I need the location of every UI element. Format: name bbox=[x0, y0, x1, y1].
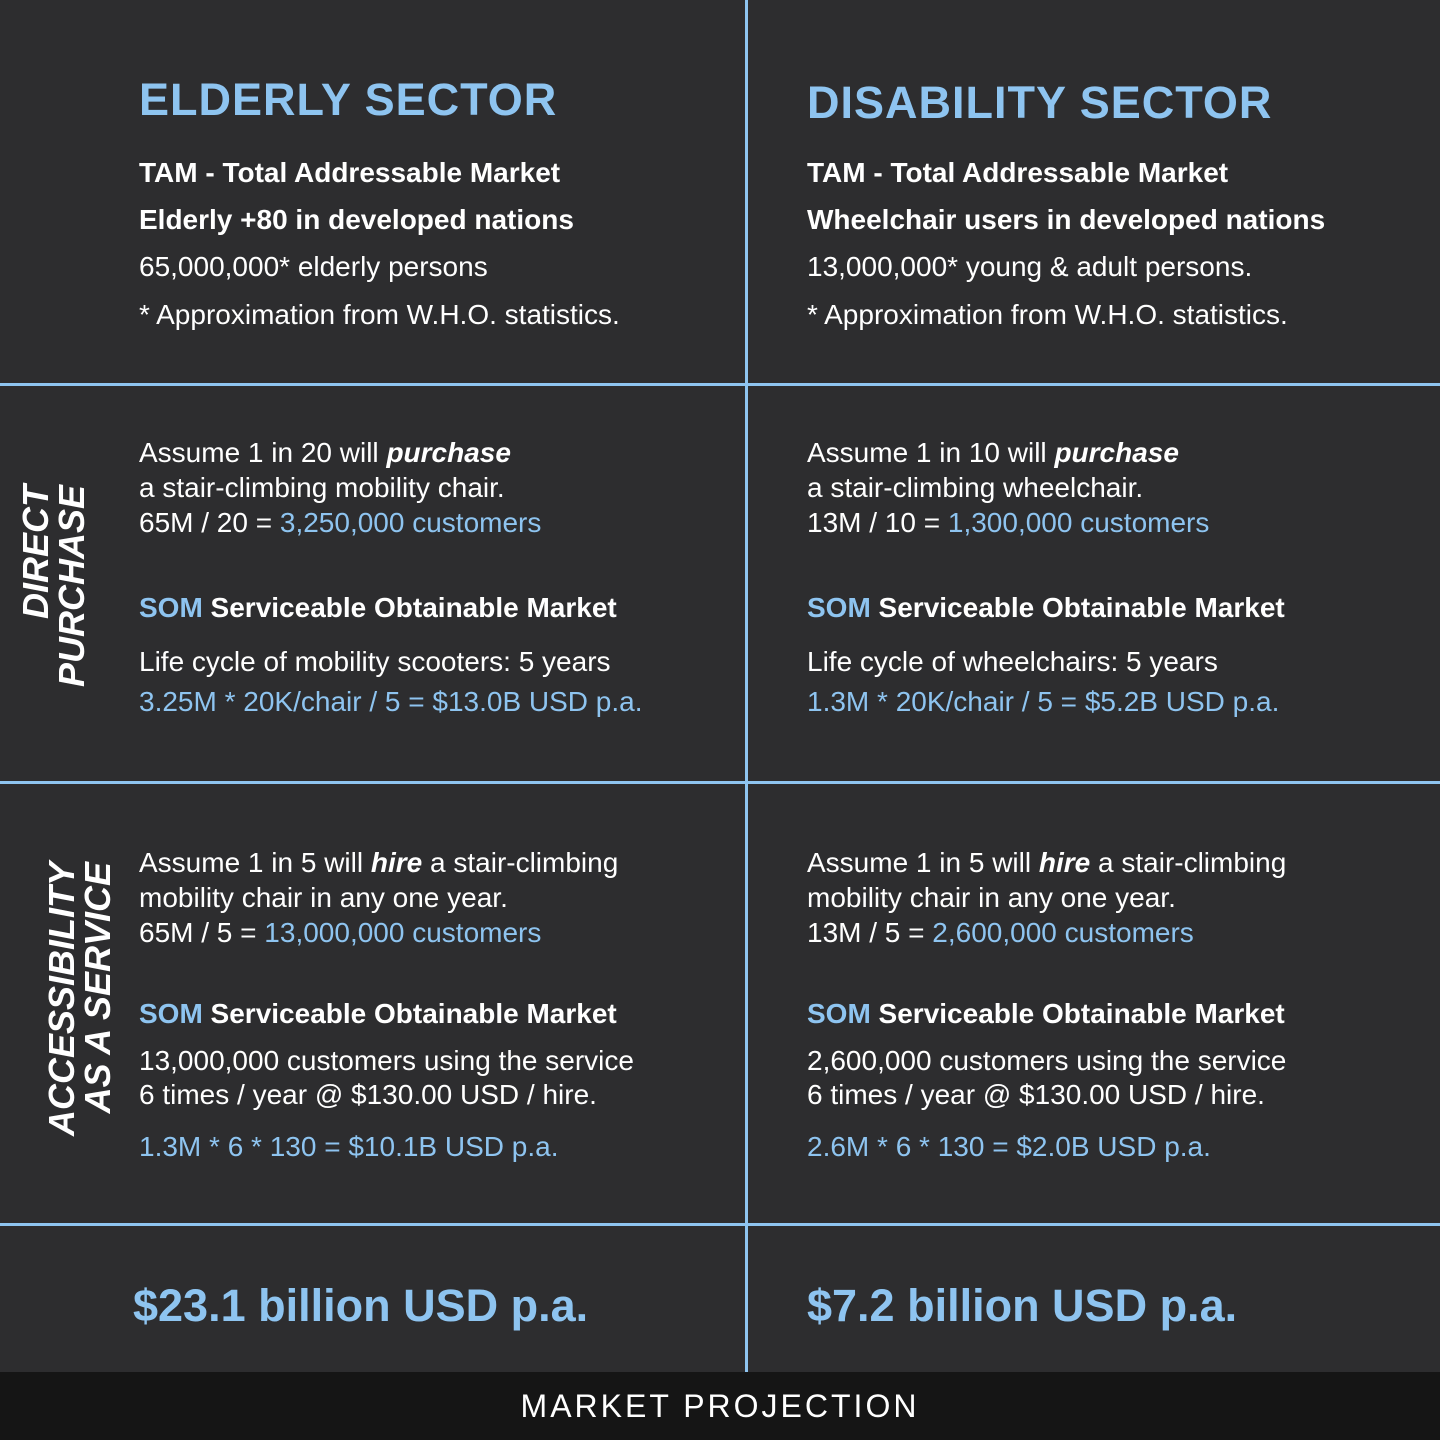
disability-purchase-som-heading: SOM Serviceable Obtainable Market bbox=[807, 594, 1285, 622]
elderly-tam-note: * Approximation from W.H.O. statistics. bbox=[139, 299, 620, 330]
disability-purchase-assumption: Assume 1 in 10 will purchase bbox=[807, 439, 1285, 467]
elderly-service-assume-text: Assume 1 in 5 will bbox=[139, 847, 371, 878]
elderly-service-customers: 13,000,000 customers bbox=[264, 917, 542, 948]
som-heading-text: Serviceable Obtainable Market bbox=[870, 592, 1285, 623]
elderly-purchase-customers: 3,250,000 customers bbox=[279, 507, 542, 538]
disability-service-calc-text: 13M / 5 = bbox=[807, 917, 933, 948]
disability-service-assumption: Assume 1 in 5 will hire a stair-climbing bbox=[807, 849, 1286, 877]
disability-purchase-formula: 1.3M * 20K/chair / 5 = $5.2B USD p.a. bbox=[807, 686, 1280, 717]
elderly-purchase-emphasis: purchase bbox=[386, 437, 511, 468]
som-label: SOM bbox=[807, 998, 871, 1029]
disability-purchase-calc-text: 13M / 10 = bbox=[807, 507, 948, 538]
row-divider-1 bbox=[0, 383, 1440, 386]
disability-tam-heading: TAM - Total Addressable Market bbox=[807, 157, 1229, 188]
elderly-purchase-calc: 65M / 20 = 3,250,000 customers bbox=[139, 509, 643, 537]
disability-service-period: mobility chair in any one year. bbox=[807, 882, 1176, 913]
elderly-purchase-formula: 3.25M * 20K/chair / 5 = $13.0B USD p.a. bbox=[139, 686, 643, 717]
elderly-total: $23.1 billion USD p.a. bbox=[133, 1280, 589, 1331]
column-divider bbox=[745, 0, 748, 1372]
disability-tam-segment: Wheelchair users in developed nations bbox=[807, 204, 1326, 235]
som-label: SOM bbox=[807, 592, 871, 623]
footer-title: MARKET PROJECTION bbox=[0, 1372, 1440, 1440]
elderly-sector-title: ELDERLY SECTOR bbox=[139, 74, 558, 125]
elderly-service-cell: Assume 1 in 5 will hire a stair-climbing… bbox=[139, 849, 634, 1161]
disability-service-assume-tail: a stair-climbing bbox=[1090, 847, 1287, 878]
direct-purchase-side-label: DIRECT PURCHASE bbox=[15, 485, 92, 785]
elderly-purchase-calc-text: 65M / 20 = bbox=[139, 507, 280, 538]
elderly-purchase-cell: Assume 1 in 20 will purchase a stair-cli… bbox=[139, 439, 643, 716]
elderly-service-calc: 65M / 5 = 13,000,000 customers bbox=[139, 919, 634, 947]
elderly-tam-heading: TAM - Total Addressable Market bbox=[139, 157, 561, 188]
elderly-service-calc-text: 65M / 5 = bbox=[139, 917, 265, 948]
elderly-service-emphasis: hire bbox=[370, 847, 423, 878]
disability-purchase-emphasis: purchase bbox=[1054, 437, 1179, 468]
som-heading-text: Serviceable Obtainable Market bbox=[202, 592, 617, 623]
elderly-tam-cell: ELDERLY SECTOR TAM - Total Addressable M… bbox=[139, 77, 620, 329]
disability-tam-count: 13,000,000* young & adult persons. bbox=[807, 251, 1253, 282]
disability-total: $7.2 billion USD p.a. bbox=[807, 1280, 1238, 1331]
disability-service-formula: 2.6M * 6 * 130 = $2.0B USD p.a. bbox=[807, 1131, 1211, 1162]
disability-purchase-customers: 1,300,000 customers bbox=[947, 507, 1210, 538]
som-label: SOM bbox=[139, 592, 203, 623]
som-label: SOM bbox=[139, 998, 203, 1029]
direct-label-line2: PURCHASE bbox=[51, 485, 92, 688]
accessibility-service-side-label: ACCESSIBILITY AS A SERVICE bbox=[41, 862, 118, 1198]
elderly-tam-segment: Elderly +80 in developed nations bbox=[139, 204, 574, 235]
elderly-service-formula: 1.3M * 6 * 130 = $10.1B USD p.a. bbox=[139, 1131, 559, 1162]
disability-service-customers: 2,600,000 customers bbox=[932, 917, 1194, 948]
direct-label-line1: DIRECT bbox=[15, 485, 56, 619]
elderly-purchase-assume-text: Assume 1 in 20 will bbox=[139, 437, 387, 468]
som-heading-text: Serviceable Obtainable Market bbox=[870, 998, 1285, 1029]
elderly-service-som-heading: SOM Serviceable Obtainable Market bbox=[139, 1000, 634, 1028]
disability-purchase-product: a stair-climbing wheelchair. bbox=[807, 472, 1144, 503]
disability-tam-note: * Approximation from W.H.O. statistics. bbox=[807, 299, 1288, 330]
disability-purchase-calc: 13M / 10 = 1,300,000 customers bbox=[807, 509, 1285, 537]
disability-purchase-cell: Assume 1 in 10 will purchase a stair-cli… bbox=[807, 439, 1285, 716]
disability-service-usage-2: 6 times / year @ $130.00 USD / hire. bbox=[807, 1079, 1265, 1110]
elderly-tam-count: 65,000,000* elderly persons bbox=[139, 251, 488, 282]
elderly-lifecycle: Life cycle of mobility scooters: 5 years bbox=[139, 646, 611, 677]
elderly-service-usage-1: 13,000,000 customers using the service bbox=[139, 1045, 634, 1076]
row-divider-3 bbox=[0, 1223, 1440, 1226]
disability-service-assume-text: Assume 1 in 5 will bbox=[807, 847, 1039, 878]
elderly-purchase-assumption: Assume 1 in 20 will purchase bbox=[139, 439, 643, 467]
disability-service-emphasis: hire bbox=[1038, 847, 1091, 878]
disability-lifecycle: Life cycle of wheelchairs: 5 years bbox=[807, 646, 1218, 677]
elderly-purchase-som-heading: SOM Serviceable Obtainable Market bbox=[139, 594, 643, 622]
disability-service-cell: Assume 1 in 5 will hire a stair-climbing… bbox=[807, 849, 1286, 1161]
elderly-purchase-product: a stair-climbing mobility chair. bbox=[139, 472, 505, 503]
elderly-service-period: mobility chair in any one year. bbox=[139, 882, 508, 913]
disability-service-usage-1: 2,600,000 customers using the service bbox=[807, 1045, 1287, 1076]
service-label-line2: AS A SERVICE bbox=[77, 862, 118, 1114]
elderly-service-usage-2: 6 times / year @ $130.00 USD / hire. bbox=[139, 1079, 597, 1110]
som-heading-text: Serviceable Obtainable Market bbox=[202, 998, 617, 1029]
disability-service-calc: 13M / 5 = 2,600,000 customers bbox=[807, 919, 1286, 947]
disability-service-som-heading: SOM Serviceable Obtainable Market bbox=[807, 1000, 1286, 1028]
service-label-line1: ACCESSIBILITY bbox=[41, 862, 82, 1137]
elderly-service-assume-tail: a stair-climbing bbox=[422, 847, 619, 878]
disability-tam-cell: DISABILITY SECTOR TAM - Total Addressabl… bbox=[807, 80, 1325, 329]
elderly-service-assumption: Assume 1 in 5 will hire a stair-climbing bbox=[139, 849, 634, 877]
disability-purchase-assume-text: Assume 1 in 10 will bbox=[807, 437, 1055, 468]
row-divider-2 bbox=[0, 781, 1440, 784]
disability-sector-title: DISABILITY SECTOR bbox=[807, 77, 1273, 128]
